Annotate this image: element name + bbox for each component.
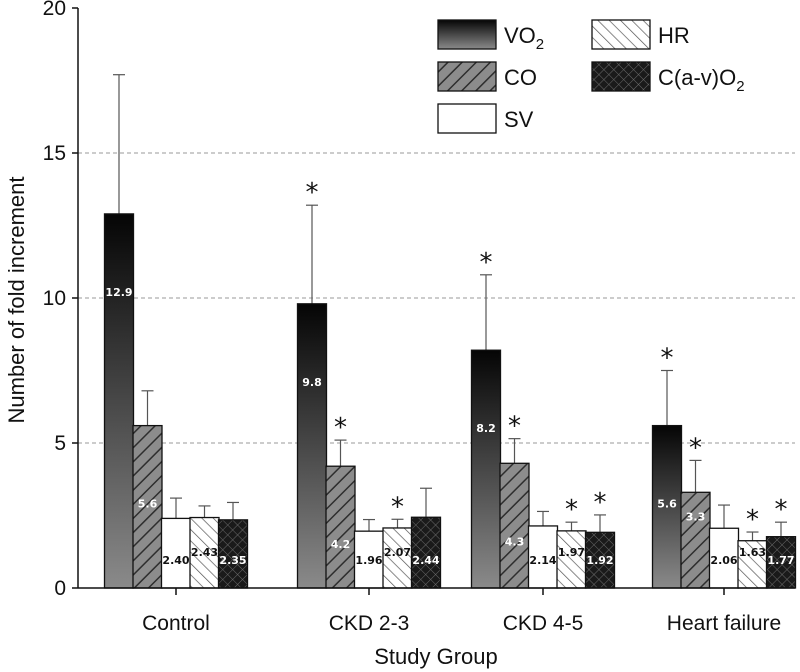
bar (103, 213, 135, 589)
legend-label-main: VO (504, 23, 536, 48)
legend-swatch (437, 19, 497, 50)
data-label: 2.43 (191, 546, 218, 559)
significance-marker: * (480, 248, 493, 278)
data-label: 1.96 (355, 554, 382, 567)
data-label: 1.92 (586, 554, 613, 567)
legend-swatch (591, 61, 651, 92)
data-label: 2.06 (710, 554, 737, 567)
x-axis-title: Study Group (374, 644, 498, 669)
legend-label-main: C(a-v)O (658, 65, 736, 90)
legend-label: HR (658, 23, 690, 48)
legend-label-subscript: 2 (736, 78, 744, 95)
data-label: 2.07 (384, 546, 411, 559)
significance-marker: * (508, 412, 521, 442)
y-tick-label: 0 (54, 577, 66, 600)
data-label: 8.2 (476, 422, 496, 435)
data-label: 2.35 (219, 554, 246, 567)
legend-label-main: SV (504, 107, 534, 132)
significance-marker: * (565, 495, 578, 525)
legend-label: C(a-v)O2 (658, 65, 745, 95)
legend-label: VO2 (504, 23, 544, 53)
bar (556, 530, 587, 589)
legend-label: SV (504, 107, 534, 132)
significance-marker: * (334, 413, 347, 443)
legend-label-main: CO (504, 65, 537, 90)
bar (296, 303, 328, 589)
data-label: 9.8 (302, 376, 322, 389)
data-label: 2.44 (412, 554, 439, 567)
data-label: 5.6 (138, 498, 158, 511)
data-label: 2.14 (529, 554, 556, 567)
bar (353, 530, 385, 589)
x-tick-label: Heart failure (667, 612, 781, 635)
bar (470, 349, 502, 589)
legend-swatch (437, 61, 497, 92)
legend-label: CO (504, 65, 537, 90)
data-label: 12.9 (105, 286, 132, 299)
bars: 12.95.62.402.432.35Control9.8*4.2*1.962.… (103, 74, 797, 635)
data-label: 3.3 (686, 510, 706, 523)
bar (737, 540, 768, 589)
significance-marker: * (306, 178, 319, 208)
legend-swatch (591, 19, 651, 50)
axes: 0 5 10 15 20 (43, 0, 795, 600)
bar (527, 525, 559, 589)
significance-marker: * (661, 344, 674, 374)
y-tick-label: 20 (43, 0, 66, 20)
significance-marker: * (391, 492, 404, 522)
bar (499, 462, 530, 589)
data-label: 2.40 (162, 554, 189, 567)
data-label: 4.2 (331, 538, 351, 551)
bar (680, 491, 711, 589)
legend-label-main: HR (658, 23, 690, 48)
x-tick-label: CKD 4-5 (503, 612, 584, 635)
y-axis-title: Number of fold increment (4, 177, 29, 424)
data-label: 1.63 (739, 546, 766, 559)
data-label: 4.3 (505, 535, 525, 548)
y-tick-label: 10 (43, 287, 66, 310)
gridlines (78, 152, 795, 444)
data-label: 1.97 (558, 546, 585, 559)
y-tick-label: 15 (43, 142, 66, 165)
significance-marker: * (775, 495, 788, 525)
significance-marker: * (689, 433, 702, 463)
bar (708, 527, 740, 589)
legend-label-subscript: 2 (536, 36, 544, 53)
bar (584, 531, 616, 589)
x-tick-label: Control (142, 612, 210, 635)
data-label: 1.77 (767, 554, 794, 567)
significance-marker: * (594, 488, 607, 518)
x-tick-label: CKD 2-3 (329, 612, 410, 635)
bar (410, 516, 442, 589)
y-tick-label: 5 (54, 432, 66, 455)
bar (651, 424, 683, 589)
significance-marker: * (746, 505, 759, 535)
legend-swatch (437, 103, 497, 134)
data-label: 5.6 (657, 498, 677, 511)
bar (325, 465, 356, 589)
